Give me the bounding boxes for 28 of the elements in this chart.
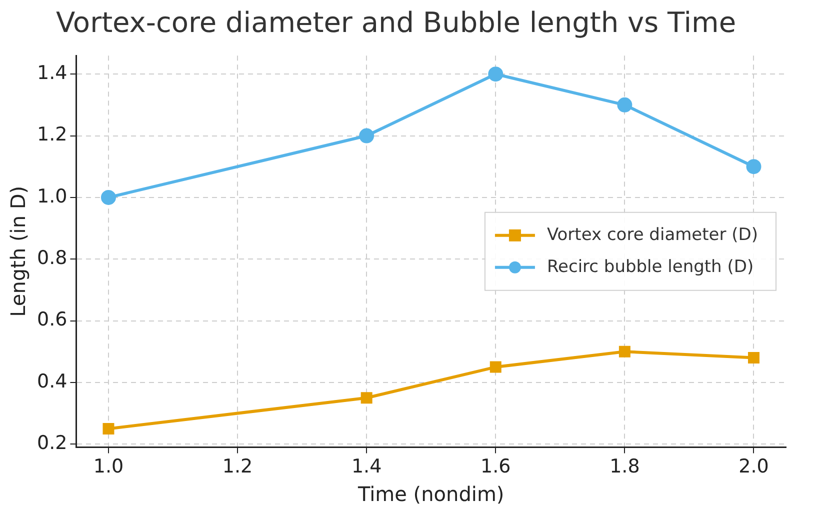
point xyxy=(490,361,502,373)
y-tick-label: 1.4 xyxy=(37,62,68,84)
point xyxy=(100,190,116,205)
point xyxy=(102,422,114,434)
y-tick-label: 1.0 xyxy=(37,185,68,208)
x-tick-label: 1.6 xyxy=(480,456,511,478)
point xyxy=(748,352,760,364)
y-tick-label: 0.2 xyxy=(37,432,68,454)
point xyxy=(617,97,632,112)
x-tick-label: 1.2 xyxy=(222,456,253,478)
x-tick-label: 2.0 xyxy=(738,456,769,478)
x-tick-label: 1.4 xyxy=(351,456,382,478)
point xyxy=(488,66,504,82)
point xyxy=(359,128,374,144)
x-tick-label: 1.8 xyxy=(610,456,640,478)
y-tick-label: 0.4 xyxy=(37,370,68,392)
point xyxy=(618,346,630,358)
legend-label: Recirc bubble length (D) xyxy=(546,256,754,277)
x-axis-title: Time (nondim) xyxy=(356,482,504,506)
chart-title: Vortex-core diameter and Bubble length vs Time xyxy=(56,6,736,40)
point xyxy=(360,392,372,404)
y-tick-label: 1.2 xyxy=(37,124,68,146)
x-tick-label: 1.0 xyxy=(93,456,124,478)
y-axis-title: Length (in D) xyxy=(6,186,30,317)
point xyxy=(746,159,762,174)
legend-label: Vortex core diameter (D) xyxy=(546,224,758,245)
y-tick-label: 0.6 xyxy=(37,308,68,331)
y-tick-label: 0.8 xyxy=(37,247,68,270)
